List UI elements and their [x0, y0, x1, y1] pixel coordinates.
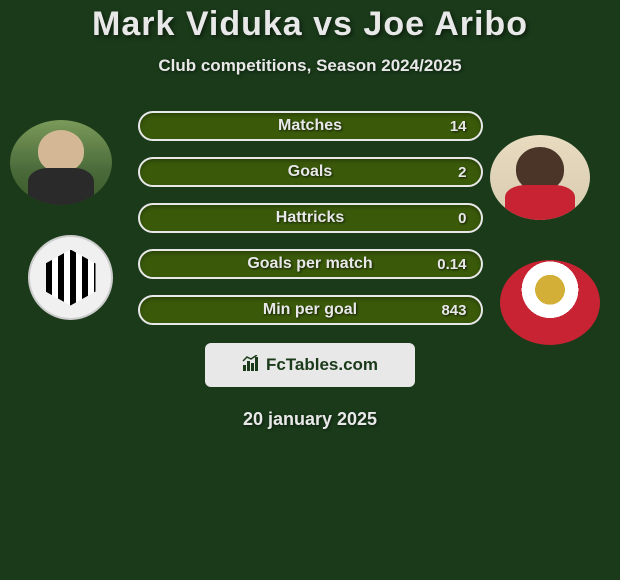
stat-value: 843: [441, 302, 466, 319]
season-subtitle: Club competitions, Season 2024/2025: [0, 56, 620, 76]
stat-bar-min-per-goal: Min per goal 843: [138, 295, 483, 325]
date-text: 20 january 2025: [0, 409, 620, 430]
player-right-avatar: [490, 135, 590, 220]
stat-value: 14: [450, 118, 467, 135]
team-left-logo: [28, 235, 113, 320]
stat-value: 2: [458, 164, 466, 181]
team-right-logo: [500, 260, 600, 345]
comparison-card: Mark Viduka vs Joe Aribo Club competitio…: [0, 0, 620, 580]
stat-label: Goals: [288, 163, 332, 181]
stat-bar-goals-per-match: Goals per match 0.14: [138, 249, 483, 279]
stat-label: Hattricks: [276, 209, 344, 227]
page-title: Mark Viduka vs Joe Aribo: [0, 5, 620, 44]
brand-badge[interactable]: FcTables.com: [205, 343, 415, 387]
stat-label: Matches: [278, 117, 342, 135]
stat-bar-matches: Matches 14: [138, 111, 483, 141]
stat-label: Min per goal: [263, 301, 357, 319]
stat-value: 0: [458, 210, 466, 227]
brand-text: FcTables.com: [266, 355, 378, 375]
player-left-avatar: [10, 120, 112, 205]
stat-label: Goals per match: [247, 255, 372, 273]
stats-container: Matches 14 Goals 2 Hattricks 0 Goals per…: [138, 111, 483, 325]
stat-value: 0.14: [437, 256, 466, 273]
stat-bar-goals: Goals 2: [138, 157, 483, 187]
stat-bar-hattricks: Hattricks 0: [138, 203, 483, 233]
chart-icon: [242, 355, 262, 376]
